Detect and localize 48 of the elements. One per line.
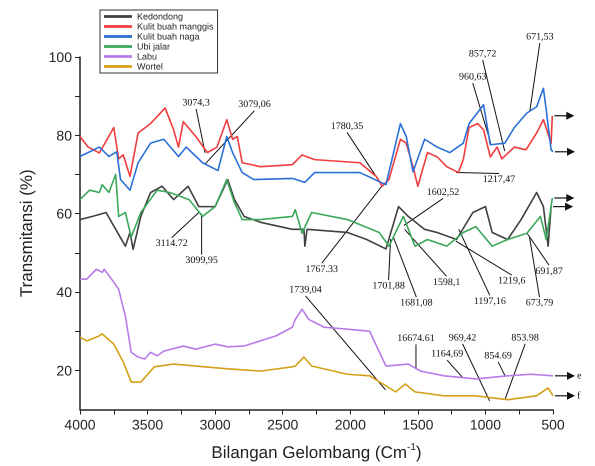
annotation: 960,63 bbox=[459, 72, 486, 83]
annotation: 691,87 bbox=[535, 266, 563, 277]
x-tick-label: 2500 bbox=[267, 416, 298, 432]
annotation: e bbox=[577, 370, 582, 382]
annotation: 3079,06 bbox=[238, 99, 271, 110]
annotation: 1164,69 bbox=[431, 348, 464, 360]
annotation: 3074,3 bbox=[182, 97, 210, 108]
line-series bbox=[79, 333, 554, 401]
x-tick-label: 3500 bbox=[132, 416, 164, 432]
y-axis-title: Transmitansi (%) bbox=[17, 169, 36, 298]
annotation: 3099,95 bbox=[185, 255, 218, 266]
annotation: 1701,88 bbox=[372, 280, 405, 292]
annotation: 1219,6 bbox=[498, 276, 526, 287]
x-tick-label: 1500 bbox=[402, 416, 434, 432]
y-tick-label: 40 bbox=[56, 284, 72, 300]
legend-label: Ubi jalar bbox=[137, 42, 170, 52]
annotation: f bbox=[577, 390, 581, 402]
annotation: 969,42 bbox=[448, 332, 476, 344]
annotation: 1217,47 bbox=[482, 174, 516, 186]
legend-label: Labu bbox=[137, 52, 158, 62]
annotation: 1598,1 bbox=[432, 276, 460, 288]
legend-label: Kulit buah manggis bbox=[137, 22, 214, 32]
annotation: 1681,08 bbox=[400, 298, 433, 309]
y-tick-label: 20 bbox=[56, 362, 72, 378]
x-tick-label: 1000 bbox=[470, 416, 502, 432]
legend-label: Kulit buah naga bbox=[137, 32, 200, 42]
annotation: 1780,35 bbox=[330, 120, 364, 132]
annotation: 673,79 bbox=[526, 298, 554, 309]
annotation: 1602,52 bbox=[426, 186, 460, 198]
line-series bbox=[79, 107, 554, 188]
annotation: 671,53 bbox=[526, 32, 554, 43]
x-tick-label: 2000 bbox=[334, 416, 366, 432]
y-tick-label: 80 bbox=[56, 127, 72, 144]
x-tick-label: 4000 bbox=[64, 416, 96, 432]
legend-label: Wortel bbox=[137, 62, 163, 72]
annotation: 1197,16 bbox=[474, 296, 506, 307]
annotation: 3114.72 bbox=[156, 238, 188, 250]
annotation: 1739,04 bbox=[289, 284, 322, 296]
x-tick-label: 3000 bbox=[200, 416, 231, 432]
annotation: 1767.33 bbox=[305, 264, 338, 275]
x-tick-label: 500 bbox=[541, 416, 565, 432]
legend-label: Kedondong bbox=[137, 12, 184, 22]
annotation: 854.69 bbox=[484, 350, 512, 362]
y-tick-label: 60 bbox=[56, 206, 72, 222]
annotation: 853.98 bbox=[511, 332, 539, 344]
y-tick-label: 100 bbox=[48, 49, 72, 65]
annotation: 857,72 bbox=[468, 48, 496, 60]
annotation: 16674.61 bbox=[397, 332, 435, 344]
